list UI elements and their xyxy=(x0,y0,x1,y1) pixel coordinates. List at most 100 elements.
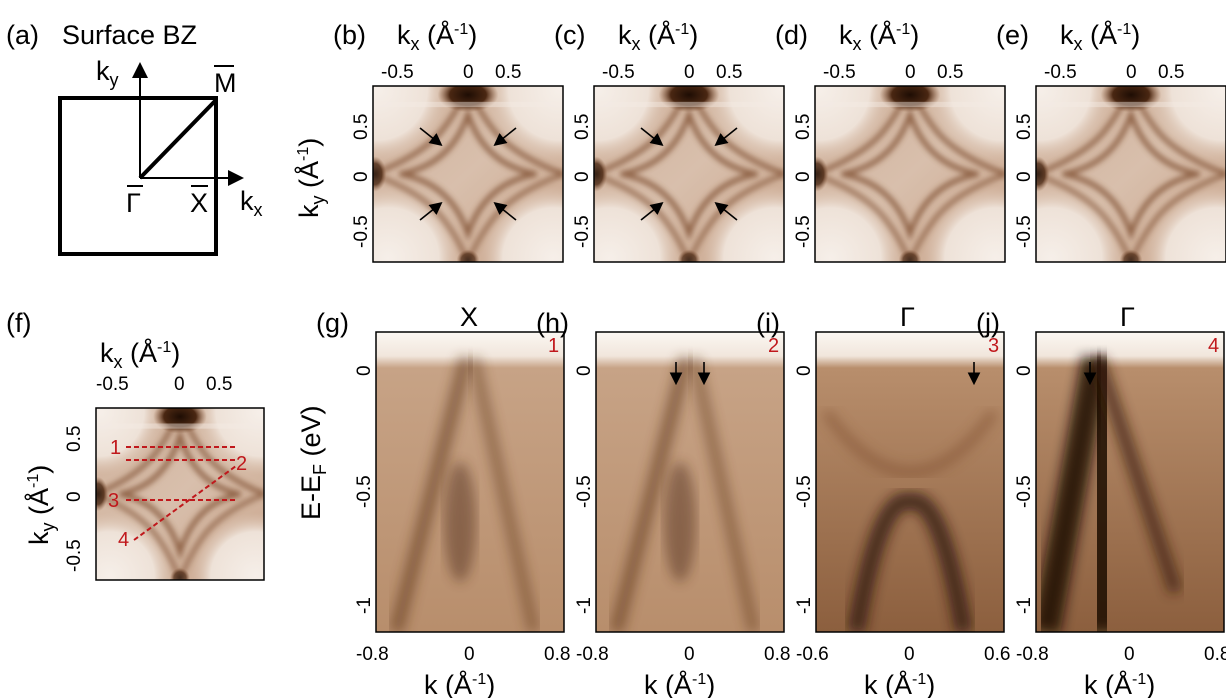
k-axis-title: k (Å-1) xyxy=(644,669,715,698)
cut-line-4 xyxy=(133,465,237,541)
kx-close: ) xyxy=(1131,20,1140,50)
kx-sub: x xyxy=(853,34,862,54)
map-contour xyxy=(620,106,758,242)
high-symmetry-point: Γ xyxy=(1120,302,1135,332)
cut-label-2: 2 xyxy=(236,453,247,475)
map-light-disk xyxy=(373,86,449,162)
band xyxy=(609,356,693,632)
k-title-main: k (Å xyxy=(1084,669,1132,698)
kx-tick: -0.5 xyxy=(823,62,856,83)
map-band xyxy=(815,101,1005,108)
k-title-main: k (Å xyxy=(424,669,472,698)
k-title-sup: -1 xyxy=(912,671,926,688)
kx-tick: -0.5 xyxy=(381,62,414,83)
map-band xyxy=(594,101,784,108)
kx-sub: x xyxy=(411,34,420,54)
band xyxy=(389,356,473,632)
k-tick: -0.8 xyxy=(356,644,389,665)
panel-letter: (b) xyxy=(333,20,366,50)
k-title-main: k (Å xyxy=(864,669,912,698)
kx-close: ) xyxy=(468,20,477,50)
cut-panel-i: (i) Γ30-0.5-1-0.6 0 0.6k (Å-1) xyxy=(756,302,1010,698)
panel-f-ky-title: ky (Å-1) xyxy=(23,465,58,545)
panel-f-kx-title: kx (Å-1) xyxy=(100,337,180,372)
kx-label: kx xyxy=(240,186,263,220)
energy-tick: 0 xyxy=(574,365,595,376)
kx-tick: 0.5 xyxy=(495,62,521,83)
kx-sup: -1 xyxy=(454,21,468,38)
map-light-disk xyxy=(594,186,682,262)
ky-tick: 0 xyxy=(351,171,372,182)
cut-label-4: 4 xyxy=(118,529,129,551)
map-dark-blob xyxy=(456,249,480,262)
cut-label-1: 1 xyxy=(110,437,121,459)
band xyxy=(821,409,999,477)
map-image xyxy=(373,86,563,262)
cut-image xyxy=(1036,332,1224,632)
band-core xyxy=(664,462,696,582)
energy-tick: -1 xyxy=(354,597,375,614)
band xyxy=(1091,355,1183,595)
map-light-disk xyxy=(481,186,563,262)
map-dark-blob xyxy=(594,156,608,192)
map-light-disk xyxy=(815,86,891,162)
k-title-sup: -1 xyxy=(472,671,486,688)
panel-f-letter: (f) xyxy=(6,308,31,338)
gamma-m-line xyxy=(138,98,218,180)
map-dark-blob xyxy=(879,86,941,113)
kx-tick: 0 xyxy=(463,62,474,83)
k-title-close: ) xyxy=(706,670,715,698)
kx-k: k xyxy=(839,20,853,50)
ky-tick: 0.5 xyxy=(351,114,372,140)
k-tick: -0.8 xyxy=(1016,644,1049,665)
energy-axis-title: E-EF (eV) xyxy=(296,405,330,520)
fermi-map-panel-d: (d) kx (Å-1) -0.5 0 0.5 0.5 0 -0.5 xyxy=(775,19,1006,263)
k-tick: 0.8 xyxy=(544,644,570,665)
panel-letter: (g) xyxy=(316,308,349,338)
f-ky-tick-pos: 0.5 xyxy=(64,426,85,452)
kx-tick: 0 xyxy=(905,62,916,83)
feature-arrow xyxy=(714,127,738,146)
k-tick: 0 xyxy=(464,644,475,665)
panel-a-letter: (a) xyxy=(6,20,39,50)
f-ky-tick-zero: 0 xyxy=(64,491,85,502)
map-arc xyxy=(815,171,913,262)
feature-arrow xyxy=(640,127,664,146)
ky-tick: 0 xyxy=(572,171,593,182)
k-tick: 0.6 xyxy=(984,644,1010,665)
kx-close: ) xyxy=(689,20,698,50)
k-tick: 0 xyxy=(1124,644,1135,665)
map-dark-blob xyxy=(898,249,922,262)
map-dark-blob xyxy=(153,408,207,434)
map-arc xyxy=(594,171,692,262)
ky-tick: 0 xyxy=(1014,171,1035,182)
map-arc xyxy=(1128,171,1226,262)
kx-open: (Å xyxy=(1083,19,1118,50)
band xyxy=(688,356,760,632)
kx-open: (Å xyxy=(420,19,455,50)
map-contour xyxy=(841,106,979,242)
map-band xyxy=(1036,101,1226,108)
map-arc xyxy=(907,171,1005,262)
cut-frame xyxy=(375,331,565,633)
map-light-disk xyxy=(1036,186,1124,262)
map-light-disk xyxy=(373,186,461,262)
panel-letter: (c) xyxy=(554,20,585,50)
cut-image xyxy=(596,332,784,632)
map-arc xyxy=(465,171,563,262)
ky-tick: -0.5 xyxy=(793,215,814,248)
kx-close: ) xyxy=(910,20,919,50)
high-symmetry-point: Γ xyxy=(900,302,915,332)
map-arc xyxy=(686,171,784,262)
cut-frame xyxy=(1035,331,1225,633)
feature-arrow xyxy=(419,202,443,221)
cut-number: 1 xyxy=(548,335,559,357)
energy-tick: 0 xyxy=(794,365,815,376)
map-light-disk xyxy=(96,512,174,580)
panel-letter: (h) xyxy=(536,308,569,338)
band-core xyxy=(444,462,476,582)
k-tick: 0.8 xyxy=(764,644,790,665)
kx-tick: 0.5 xyxy=(716,62,742,83)
map-frame xyxy=(372,85,564,263)
map-light-disk xyxy=(815,186,903,262)
